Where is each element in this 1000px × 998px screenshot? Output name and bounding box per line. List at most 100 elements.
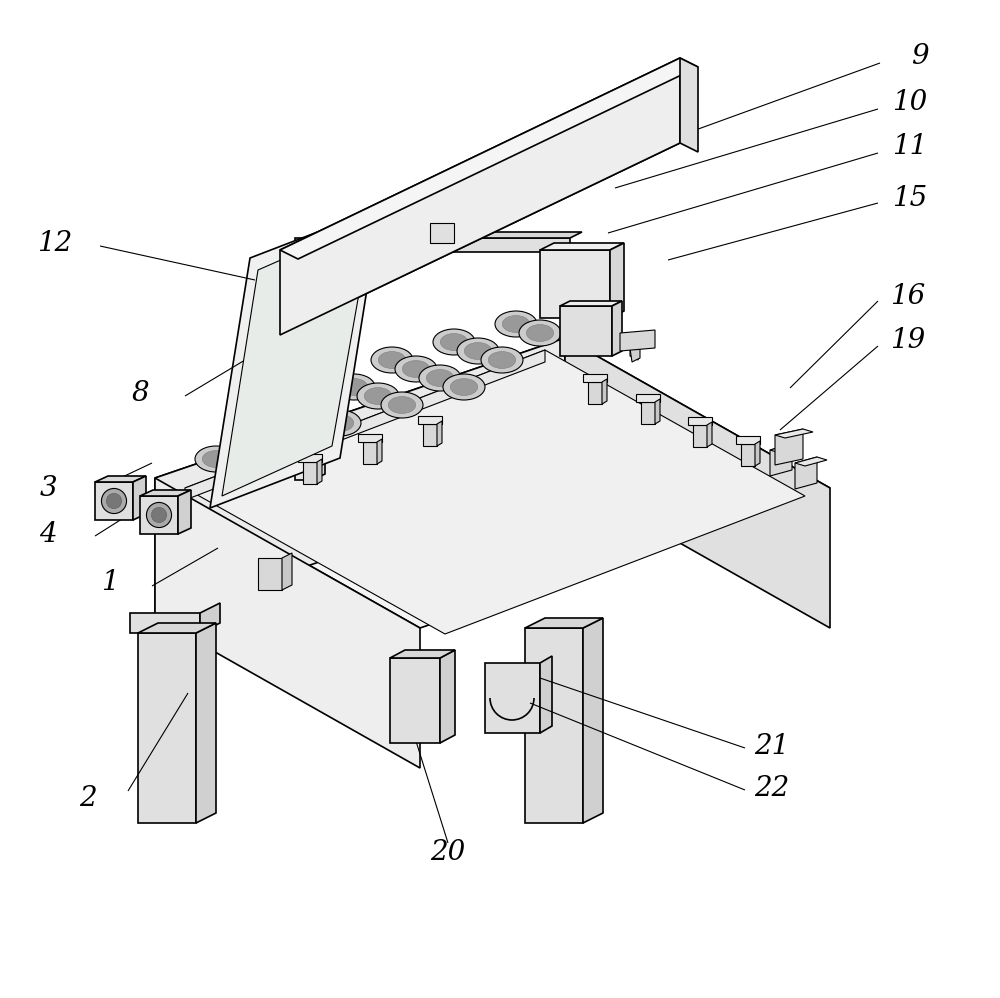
Text: 4: 4 <box>39 521 57 548</box>
Polygon shape <box>655 399 660 424</box>
Polygon shape <box>178 490 191 534</box>
Polygon shape <box>130 613 200 633</box>
Polygon shape <box>418 416 442 424</box>
Text: 1: 1 <box>101 570 119 597</box>
Polygon shape <box>540 250 610 318</box>
Polygon shape <box>565 338 830 628</box>
Ellipse shape <box>240 423 268 440</box>
Ellipse shape <box>488 351 516 368</box>
Ellipse shape <box>326 414 354 431</box>
Polygon shape <box>628 335 640 362</box>
Ellipse shape <box>378 351 406 368</box>
Ellipse shape <box>195 446 237 472</box>
Ellipse shape <box>101 488 127 514</box>
Polygon shape <box>140 496 178 534</box>
Polygon shape <box>317 459 322 484</box>
Polygon shape <box>95 482 133 520</box>
Ellipse shape <box>264 432 292 449</box>
Polygon shape <box>200 603 220 633</box>
Text: 3: 3 <box>39 474 57 502</box>
Text: 20: 20 <box>430 839 466 866</box>
Text: 10: 10 <box>892 89 928 116</box>
Polygon shape <box>185 350 545 500</box>
Polygon shape <box>525 618 603 628</box>
Ellipse shape <box>340 378 368 395</box>
Polygon shape <box>222 220 372 496</box>
Ellipse shape <box>450 378 478 395</box>
Polygon shape <box>363 442 377 464</box>
Polygon shape <box>313 232 325 480</box>
Ellipse shape <box>316 369 344 386</box>
Ellipse shape <box>146 502 172 528</box>
Ellipse shape <box>519 320 561 346</box>
Polygon shape <box>140 490 191 496</box>
Polygon shape <box>258 558 282 590</box>
Ellipse shape <box>564 297 592 314</box>
Ellipse shape <box>371 347 413 373</box>
Polygon shape <box>95 476 146 482</box>
Polygon shape <box>303 462 317 484</box>
Polygon shape <box>770 444 802 453</box>
Ellipse shape <box>233 419 275 445</box>
Ellipse shape <box>364 387 392 404</box>
Ellipse shape <box>333 374 375 400</box>
Polygon shape <box>540 243 624 250</box>
Ellipse shape <box>309 365 351 391</box>
Ellipse shape <box>481 347 523 373</box>
Polygon shape <box>390 650 455 658</box>
Polygon shape <box>437 421 442 446</box>
Polygon shape <box>196 623 216 823</box>
Polygon shape <box>540 656 552 733</box>
Polygon shape <box>358 434 382 442</box>
Polygon shape <box>630 333 642 360</box>
Polygon shape <box>390 658 440 743</box>
Polygon shape <box>775 429 803 465</box>
Polygon shape <box>525 628 583 823</box>
Polygon shape <box>210 208 380 508</box>
Polygon shape <box>155 338 830 628</box>
Polygon shape <box>741 444 755 466</box>
Polygon shape <box>155 338 565 618</box>
Polygon shape <box>282 553 292 590</box>
Polygon shape <box>280 58 698 259</box>
Ellipse shape <box>381 392 423 418</box>
Polygon shape <box>775 429 813 438</box>
Polygon shape <box>736 436 760 444</box>
Text: 16: 16 <box>890 282 926 309</box>
Polygon shape <box>583 618 603 823</box>
Ellipse shape <box>495 311 537 337</box>
Text: 9: 9 <box>911 43 929 70</box>
Polygon shape <box>707 422 712 447</box>
Ellipse shape <box>395 356 437 382</box>
Ellipse shape <box>464 342 492 359</box>
Polygon shape <box>680 58 698 152</box>
Text: 2: 2 <box>79 784 97 811</box>
Text: 19: 19 <box>890 326 926 353</box>
Text: 15: 15 <box>892 185 928 212</box>
Ellipse shape <box>271 392 313 418</box>
Ellipse shape <box>402 360 430 377</box>
Text: 11: 11 <box>892 133 928 160</box>
Polygon shape <box>755 441 760 466</box>
Ellipse shape <box>440 333 468 350</box>
Ellipse shape <box>419 365 461 391</box>
Polygon shape <box>155 478 420 768</box>
Polygon shape <box>313 238 570 252</box>
Polygon shape <box>602 379 607 404</box>
Ellipse shape <box>357 383 399 409</box>
Polygon shape <box>313 232 582 238</box>
Polygon shape <box>138 623 216 633</box>
Ellipse shape <box>106 493 122 509</box>
Polygon shape <box>377 439 382 464</box>
Polygon shape <box>688 417 712 425</box>
Ellipse shape <box>202 450 230 467</box>
Text: 12: 12 <box>37 230 73 256</box>
Polygon shape <box>636 394 660 402</box>
Polygon shape <box>588 382 602 404</box>
Polygon shape <box>620 330 655 351</box>
Ellipse shape <box>457 338 499 364</box>
Polygon shape <box>133 476 146 520</box>
Ellipse shape <box>319 410 361 436</box>
Polygon shape <box>560 306 612 356</box>
Polygon shape <box>280 58 680 335</box>
